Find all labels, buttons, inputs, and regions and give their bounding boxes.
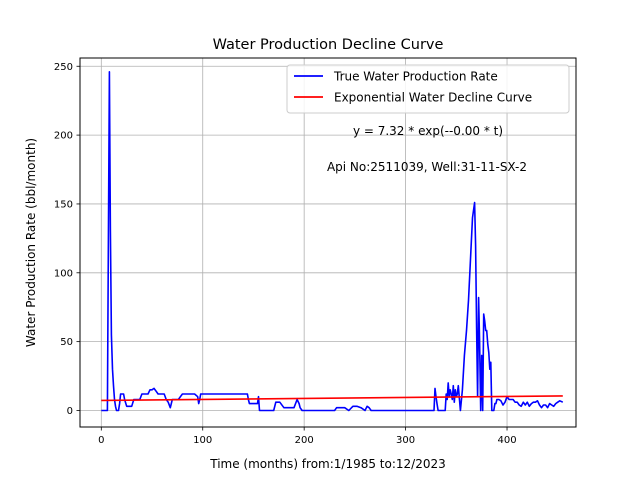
y-tick-label: 200 bbox=[54, 131, 73, 142]
x-axis-label: Time (months) from:1/1985 to:12/2023 bbox=[209, 457, 446, 471]
y-axis-label: Water Production Rate (bbl/month) bbox=[24, 138, 38, 347]
plot-frame bbox=[79, 57, 577, 428]
exponential-decline-line bbox=[101, 395, 563, 402]
x-axis-ticks: 0 100 200 300 400 bbox=[98, 427, 517, 446]
y-tick-label: 0 bbox=[67, 406, 73, 417]
x-tick-label: 0 bbox=[98, 435, 104, 446]
y-tick-label: 50 bbox=[60, 337, 73, 348]
x-tick-label: 300 bbox=[396, 435, 415, 446]
chart-title: Water Production Decline Curve bbox=[213, 37, 444, 53]
x-tick-label: 200 bbox=[295, 435, 314, 446]
equation-annotation: y = 7.32 * exp(--0.00 * t) bbox=[353, 124, 503, 138]
y-tick-label: 150 bbox=[54, 199, 73, 210]
x-tick-label: 400 bbox=[497, 435, 516, 446]
x-tick-label: 100 bbox=[193, 435, 212, 446]
legend-box bbox=[286, 64, 570, 114]
well-annotation: Api No:2511039, Well:31-11-SX-2 bbox=[327, 160, 527, 174]
legend-true-rate-label: True Water Production Rate bbox=[333, 70, 498, 84]
series-lines bbox=[101, 71, 564, 412]
y-tick-label: 100 bbox=[54, 268, 73, 279]
y-axis-ticks: 0 50 100 150 200 250 bbox=[54, 62, 80, 417]
legend: True Water Production Rate Exponential W… bbox=[286, 64, 570, 114]
y-tick-label: 250 bbox=[54, 62, 73, 73]
legend-exp-curve-label: Exponential Water Decline Curve bbox=[334, 91, 532, 105]
true-water-rate-line bbox=[101, 71, 564, 412]
